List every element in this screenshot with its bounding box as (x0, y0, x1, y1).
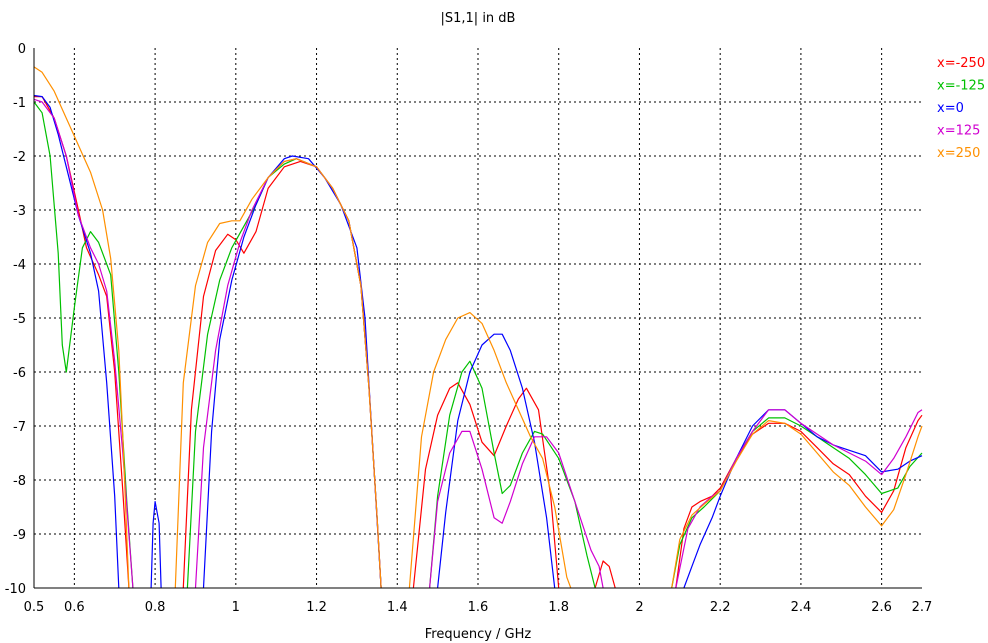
x-tick-label: 0.5 (24, 600, 45, 615)
y-axis-ticks: 0 -1 -2 -3 -4 -5 -6 -7 -8 -9 -10 (5, 42, 26, 597)
y-tick-label: -9 (13, 528, 26, 543)
plot-frame (33, 48, 922, 589)
legend: x=-250 x=-125 x=0 x=125 x=250 (937, 56, 985, 161)
x-axis-label: Frequency / GHz (425, 627, 532, 642)
x-axis-ticks: 0.5 0.6 0.8 1 1.2 1.4 1.6 1.8 2 2.2 2.4 2.6 2.7 (24, 600, 933, 615)
y-tick-label: -10 (5, 582, 26, 597)
y-tick-label: -6 (13, 366, 26, 381)
series-line-2 (33, 101, 923, 589)
series-line-5 (33, 66, 923, 589)
y-tick-label: -7 (13, 420, 26, 435)
legend-entry-2: x=-125 (937, 79, 985, 94)
y-tick-label: -1 (13, 96, 26, 111)
legend-entry-5: x=250 (937, 146, 980, 161)
grid (34, 48, 922, 588)
series-line-1 (34, 96, 923, 589)
plot-area (33, 66, 923, 589)
legend-entry-4: x=125 (937, 124, 980, 139)
x-tick-label: 2.7 (912, 600, 933, 615)
x-tick-label: 1.2 (306, 600, 327, 615)
x-tick-label: 2.4 (791, 600, 812, 615)
x-tick-label: 0.6 (64, 600, 85, 615)
y-tick-label: -8 (13, 474, 26, 489)
legend-entry-3: x=0 (937, 101, 964, 116)
x-tick-label: 1 (232, 600, 240, 615)
y-tick-label: 0 (18, 42, 26, 57)
x-tick-label: 2.6 (871, 600, 892, 615)
x-tick-label: 1.4 (387, 600, 408, 615)
x-tick-label: 1.6 (468, 600, 489, 615)
x-tick-label: 0.8 (145, 600, 166, 615)
chart-title: |S1,1| in dB (441, 11, 516, 26)
legend-entry-1: x=-250 (937, 56, 985, 71)
y-tick-label: -2 (13, 150, 26, 165)
x-tick-label: 1.8 (548, 600, 569, 615)
x-tick-label: 2 (635, 600, 643, 615)
y-tick-label: -4 (13, 258, 26, 273)
x-tick-label: 2.2 (710, 600, 731, 615)
y-tick-label: -3 (13, 204, 26, 219)
y-tick-label: -5 (13, 312, 26, 327)
